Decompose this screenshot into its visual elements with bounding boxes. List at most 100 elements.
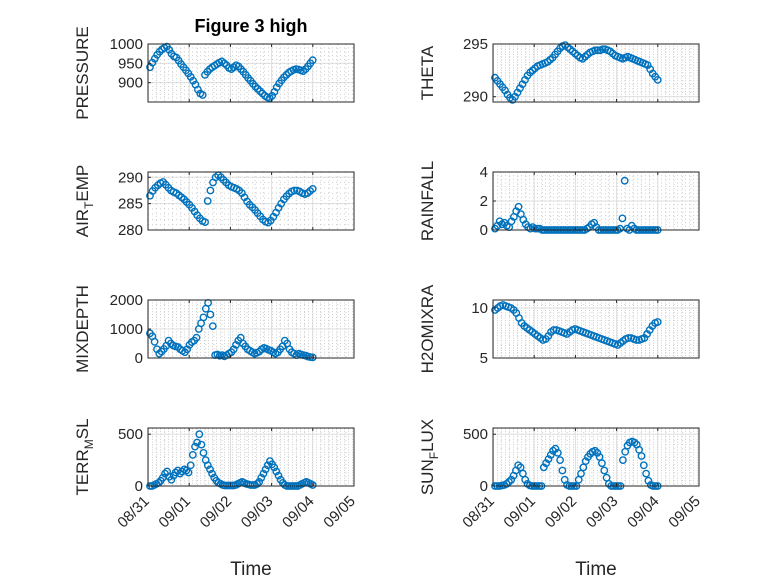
y-axis-label: SUNFLUX (418, 419, 441, 495)
x-axis-label: Time (230, 559, 272, 580)
data-point (531, 224, 539, 233)
data-point (193, 85, 202, 94)
y-tick-label: 290 (463, 89, 488, 106)
x-tick-label: 09/04 (279, 493, 318, 532)
data-point (598, 45, 607, 54)
y-axis-label: TERRMSL (73, 418, 96, 495)
x-tick-label: 09/05 (665, 493, 704, 532)
data-point (618, 214, 627, 223)
subplot-sun-flux: 500 0 SUNFLUX 08/31 09/01 09/02 09/03 09/04 09/0… (418, 419, 704, 580)
x-tick-label: 09/02 (197, 493, 236, 532)
data-point (199, 313, 208, 322)
data-point (598, 459, 606, 468)
data-point (150, 337, 159, 346)
data-point (581, 457, 590, 465)
x-tick-label: 09/01 (500, 493, 539, 532)
data-point (602, 473, 611, 482)
y-tick-label: 280 (118, 222, 143, 239)
y-axis-label: AIRTEMP (73, 165, 96, 238)
data-point (261, 465, 270, 474)
subplot-terr-msl: 500 0 TERRMSL 08/31 09/01 09/02 09/03 09/04 09/0… (73, 418, 359, 580)
data-point (653, 318, 662, 326)
subplot-theta: 295 290 THETA (418, 36, 700, 106)
data-point (203, 461, 212, 470)
data-point (637, 452, 646, 460)
data-point (208, 469, 217, 478)
data-point (600, 466, 609, 475)
data-point (556, 456, 564, 464)
data-point (232, 340, 240, 349)
axes-box (492, 299, 700, 359)
data-point (206, 186, 215, 195)
x-tick-label: 09/05 (320, 493, 359, 532)
x-tick-label: 08/31 (114, 493, 153, 532)
data-point (251, 82, 260, 91)
chart-title: Figure 3 high (194, 16, 307, 36)
y-tick-label: 4 (480, 164, 488, 181)
data-point (184, 468, 193, 477)
data-point (189, 76, 198, 85)
data-point (203, 197, 212, 205)
data-point (558, 466, 567, 475)
data-point (198, 91, 207, 99)
data-point (549, 446, 557, 455)
data-point (186, 461, 195, 470)
data-point (259, 469, 268, 478)
y-tick-label: 2 (480, 193, 488, 210)
data-point (193, 438, 202, 447)
data-point (148, 58, 157, 67)
data-point (229, 345, 238, 354)
data-point (590, 218, 598, 227)
data-point (308, 353, 317, 362)
y-tick-label: 10 (471, 300, 488, 317)
data-point (182, 466, 191, 475)
data-point (502, 479, 511, 488)
y-tick-label: 0 (135, 350, 143, 367)
data-point (165, 45, 174, 54)
x-axis-label: Time (575, 559, 617, 580)
data-point (192, 333, 201, 342)
data-point (255, 477, 264, 486)
y-tick-label: 1000 (110, 36, 143, 53)
data-point (167, 475, 176, 484)
y-tick-label: 950 (118, 55, 143, 72)
data-point (150, 54, 159, 63)
x-tick-label: 09/03 (238, 493, 277, 532)
axes-box (492, 43, 700, 103)
data-point (272, 83, 281, 92)
data-point (206, 310, 215, 319)
y-tick-label: 500 (463, 426, 488, 443)
y-tick-label: 900 (118, 75, 143, 92)
data-point (183, 345, 192, 354)
y-axis-label: PRESSURE (73, 26, 92, 120)
data-point (624, 334, 633, 342)
data-point (546, 450, 555, 459)
axes-box (147, 427, 355, 487)
x-tick-label: 09/01 (155, 493, 194, 532)
data-point (620, 176, 629, 185)
data-point (188, 450, 197, 459)
y-axis-label: THETA (418, 45, 437, 100)
data-point (642, 469, 650, 478)
data-point (574, 475, 583, 484)
y-axis-label: H2OMIXRA (418, 284, 437, 373)
data-point (280, 73, 288, 82)
data-point (290, 186, 299, 195)
data-point (176, 469, 184, 478)
data-point (591, 46, 599, 55)
data-point (274, 471, 283, 480)
data-point (253, 479, 262, 488)
data-point (257, 473, 266, 482)
y-tick-label: 285 (118, 196, 143, 213)
data-point (519, 469, 527, 478)
y-tick-label: 5 (480, 350, 488, 367)
data-point (507, 475, 516, 484)
y-tick-label: 0 (480, 222, 488, 239)
subplot-h2omixra: 10 5 H2OMIXRA (418, 284, 700, 373)
subplot-air-temp: 290 285 280 AIRTEMP (73, 165, 355, 239)
data-point (308, 184, 317, 193)
data-point (255, 347, 264, 356)
y-axis-label: RAINFALL (418, 161, 437, 241)
axes-box (492, 427, 700, 487)
